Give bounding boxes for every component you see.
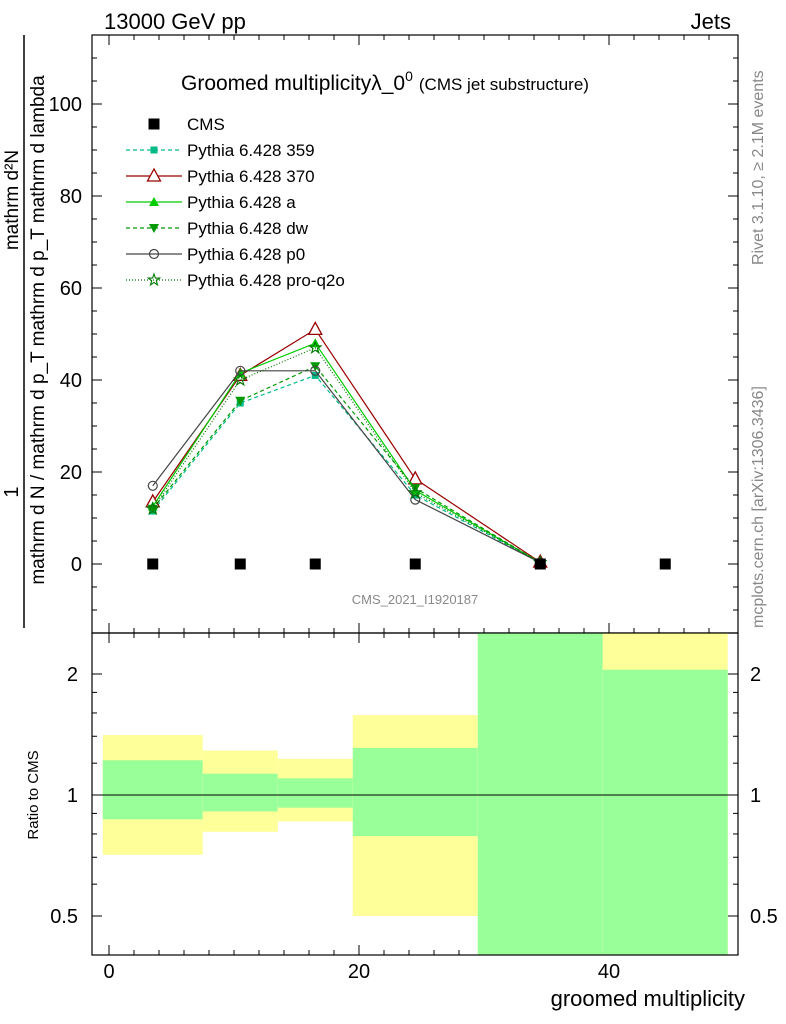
y-tick-label: 20 bbox=[60, 462, 82, 484]
legend-marker bbox=[150, 146, 158, 154]
series-line bbox=[152, 370, 541, 564]
ratio-band-green-3 bbox=[352, 747, 478, 837]
ratio-band-green-5 bbox=[602, 669, 728, 955]
plot-title-main: Groomed multiplicityλ_0 bbox=[181, 72, 405, 95]
header-right: Jets bbox=[691, 9, 731, 34]
series-point bbox=[407, 470, 423, 485]
y-axis-label: 1 mathrm d²N mathrm d N / mathrm d p_T m… bbox=[1, 35, 49, 628]
ratio-tick-label: 0.5 bbox=[50, 906, 78, 928]
legend-label: Pythia 6.428 370 bbox=[187, 167, 315, 186]
series-point bbox=[307, 340, 323, 355]
legend-marker bbox=[149, 224, 159, 233]
ylabel-den: mathrm d N / mathrm d p_T mathrm d p_T m… bbox=[28, 75, 49, 585]
legend-marker bbox=[146, 272, 162, 287]
plot-title-sub: (CMS jet substructure) bbox=[419, 75, 589, 94]
plot-title-sup: 0 bbox=[405, 68, 413, 84]
ratio-tick-label: 2 bbox=[67, 664, 78, 686]
cms-point bbox=[534, 558, 546, 570]
x-tick-label: 40 bbox=[598, 961, 620, 983]
x-tick-label: 20 bbox=[348, 961, 370, 983]
legend-label: Pythia 6.428 a bbox=[187, 193, 296, 212]
legend-label: Pythia 6.428 359 bbox=[187, 141, 315, 160]
series-point bbox=[145, 501, 161, 516]
legend-label-cms: CMS bbox=[187, 115, 225, 134]
y-tick-label: 100 bbox=[49, 94, 82, 116]
series-line bbox=[152, 374, 541, 564]
ratio-band-green-4 bbox=[477, 633, 603, 955]
y-tick-label: 60 bbox=[60, 278, 82, 300]
y-tick-label: 40 bbox=[60, 370, 82, 392]
cms-point bbox=[309, 558, 321, 570]
series-point bbox=[410, 484, 421, 494]
ratio-plot: 0 20 40 0.5 0.5 1 1 2 2 bbox=[50, 632, 778, 983]
ratio-band-green-0 bbox=[102, 760, 203, 820]
ylabel-top: 1 bbox=[1, 486, 23, 497]
series-0 bbox=[149, 371, 544, 567]
series-point bbox=[310, 365, 321, 376]
x-tick-label: 0 bbox=[103, 961, 114, 983]
plot-title: Groomed multiplicityλ_00 (CMS jet substru… bbox=[181, 68, 589, 95]
ratio-band-green-2 bbox=[277, 778, 353, 808]
y-tick-label: 0 bbox=[71, 554, 82, 576]
ratio-tick-label-right: 1 bbox=[750, 785, 761, 807]
header-left: 13000 GeV pp bbox=[104, 9, 246, 34]
cms-point bbox=[659, 558, 671, 570]
legend-marker bbox=[149, 197, 159, 206]
x-axis-label: groomed multiplicity bbox=[551, 986, 745, 1011]
cms-point bbox=[147, 558, 159, 570]
ylabel-num: mathrm d²N bbox=[2, 150, 23, 250]
ratio-frame bbox=[91, 632, 739, 956]
rivet-label: Rivet 3.1.10, ≥ 2.1M events bbox=[750, 70, 767, 265]
ratio-band-green-1 bbox=[202, 773, 278, 812]
ratio-ylabel: Ratio to CMS bbox=[25, 750, 42, 839]
watermark: CMS_2021_I1920187 bbox=[352, 592, 479, 607]
mcplots-label: mcplots.cern.ch [arXiv:1306.3436] bbox=[750, 386, 767, 628]
legend: CMS Pythia 6.428 359 Pythia 6.428 370 Pythi… bbox=[126, 115, 345, 290]
series-4 bbox=[147, 365, 546, 568]
legend-label: Pythia 6.428 dw bbox=[187, 219, 309, 238]
series-point bbox=[407, 485, 423, 499]
series-point bbox=[307, 321, 323, 336]
legend-marker-cms bbox=[148, 118, 160, 130]
series-point bbox=[232, 372, 248, 387]
ratio-bands bbox=[102, 633, 728, 955]
cms-points bbox=[147, 558, 671, 570]
ratio-tick-label-right: 0.5 bbox=[750, 906, 778, 928]
cms-point bbox=[409, 558, 421, 570]
legend-marker bbox=[146, 167, 162, 182]
series-3 bbox=[147, 362, 546, 568]
series-line bbox=[152, 365, 541, 564]
ratio-tick-label-right: 2 bbox=[750, 664, 761, 686]
series-2 bbox=[147, 338, 546, 567]
legend-label: Pythia 6.428 p0 bbox=[187, 245, 305, 264]
series-point bbox=[147, 480, 158, 491]
y-tick-label: 80 bbox=[60, 186, 82, 208]
cms-point bbox=[234, 558, 246, 570]
legend-marker bbox=[148, 248, 160, 260]
series-line bbox=[152, 347, 541, 564]
legend-label: Pythia 6.428 pro-q2o bbox=[187, 271, 345, 290]
ratio-tick-label: 1 bbox=[67, 785, 78, 807]
series-point bbox=[235, 396, 246, 406]
